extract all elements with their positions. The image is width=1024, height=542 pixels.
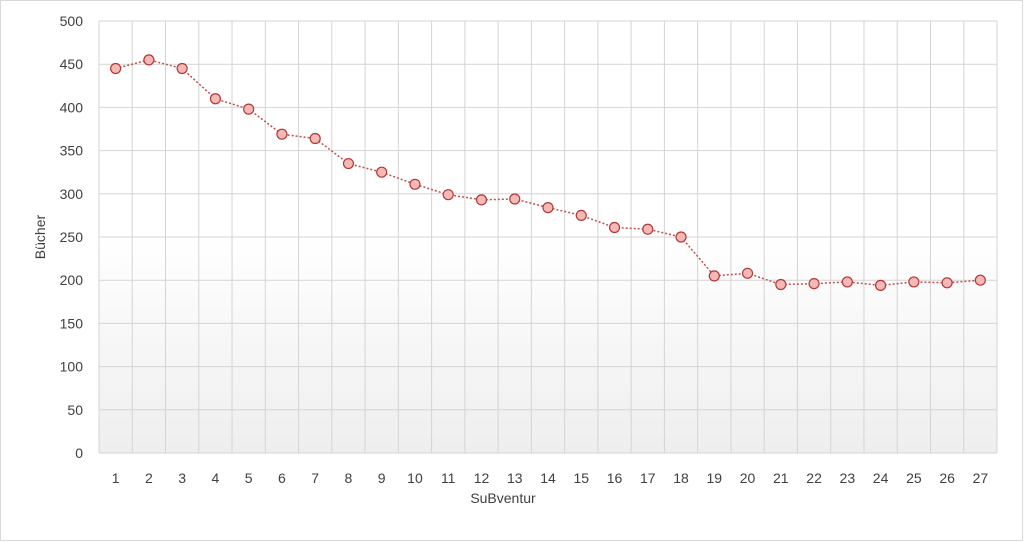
x-tick-label: 11 <box>441 470 456 486</box>
x-tick-label: 19 <box>707 470 723 486</box>
y-tick-label: 400 <box>60 99 84 115</box>
data-point <box>509 193 521 205</box>
data-point <box>775 278 787 291</box>
data-point <box>243 103 255 115</box>
data-point <box>708 270 720 282</box>
x-tick-label: 14 <box>540 470 556 486</box>
data-point <box>808 278 820 290</box>
gridlines <box>98 20 998 454</box>
y-tick-label: 200 <box>60 272 84 288</box>
x-tick-label: 25 <box>906 470 922 486</box>
x-tick-label: 1 <box>112 470 120 486</box>
x-tick-label: 24 <box>873 470 889 486</box>
y-tick-label: 50 <box>67 402 83 418</box>
y-tick-label: 150 <box>60 315 84 331</box>
data-point <box>209 93 222 105</box>
x-tick-label: 20 <box>740 470 756 486</box>
x-tick-label: 27 <box>973 470 989 486</box>
x-tick-label: 7 <box>311 470 319 486</box>
x-tick-label: 17 <box>640 470 656 486</box>
x-tick-label: 9 <box>378 470 386 486</box>
data-point <box>675 231 687 243</box>
x-tick-label: 21 <box>773 470 789 486</box>
x-tick-label: 16 <box>607 470 623 486</box>
x-tick-label: 3 <box>178 470 186 486</box>
data-point <box>908 276 920 288</box>
data-point <box>741 267 754 279</box>
y-tick-label: 300 <box>60 186 84 202</box>
y-tick-label: 100 <box>60 359 84 375</box>
data-point <box>608 221 621 234</box>
data-point <box>642 223 654 235</box>
y-tick-label: 250 <box>60 229 84 245</box>
x-tick-label: 6 <box>278 470 286 486</box>
y-axis-ticks: 0 50 100 150 200 250 300 350 400 450 500 <box>60 13 84 461</box>
x-tick-label: 10 <box>407 470 423 486</box>
x-tick-label: 13 <box>507 470 523 486</box>
x-tick-label: 5 <box>245 470 253 486</box>
data-points <box>110 54 986 291</box>
y-tick-label: 500 <box>60 13 84 29</box>
data-point <box>442 189 454 201</box>
data-point <box>941 277 953 289</box>
data-point <box>342 157 355 170</box>
data-point <box>542 202 554 214</box>
y-tick-label: 0 <box>75 445 83 461</box>
x-tick-label: 15 <box>573 470 589 486</box>
x-tick-label: 23 <box>840 470 856 486</box>
x-axis-ticks: 1 2 3 4 5 6 7 8 9 10 11 12 13 14 15 16 17 18 19 20 21 22 23 24 2… <box>112 470 989 486</box>
x-tick-label: 8 <box>345 470 353 486</box>
x-tick-label: 4 <box>212 470 220 486</box>
data-point <box>841 276 853 288</box>
data-point <box>575 209 587 221</box>
data-point <box>409 178 421 190</box>
y-axis-title: Bücher <box>32 214 48 259</box>
x-tick-label: 12 <box>474 470 490 486</box>
data-point <box>874 279 887 291</box>
x-tick-label: 26 <box>939 470 955 486</box>
y-tick-label: 450 <box>60 56 84 72</box>
data-point <box>309 132 321 145</box>
x-tick-label: 18 <box>673 470 689 486</box>
y-tick-label: 350 <box>60 143 84 159</box>
data-point <box>974 274 986 286</box>
data-point <box>475 194 488 206</box>
data-point <box>276 128 288 140</box>
data-point <box>376 166 388 178</box>
data-point <box>143 54 155 66</box>
data-point <box>176 62 188 75</box>
x-tick-label: 22 <box>806 470 822 486</box>
x-tick-label: 2 <box>145 470 153 486</box>
data-point <box>110 62 122 75</box>
x-axis-title: SuBventur <box>470 490 536 506</box>
